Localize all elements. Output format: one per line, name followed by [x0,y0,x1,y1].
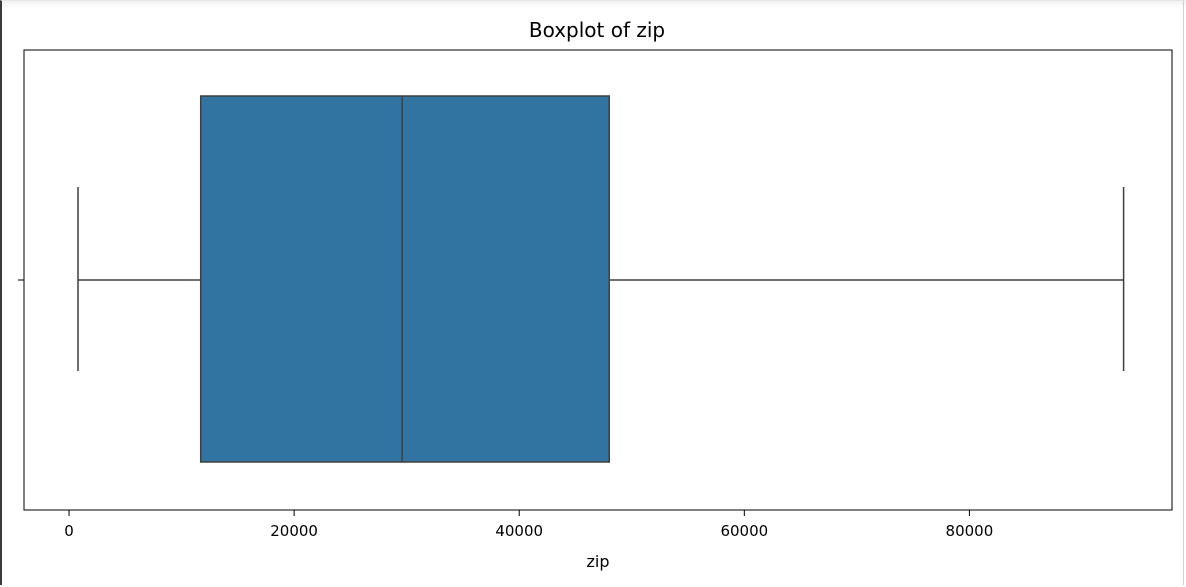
iqr-box [199,95,611,463]
x-axis-ticks: 0 20000 40000 60000 80000 [64,510,993,540]
x-tick-label: 60000 [720,522,768,540]
x-tick-label: 40000 [495,522,543,540]
x-tick-label: 20000 [270,522,318,540]
plot-layer [77,95,1125,463]
x-tick-label: 0 [64,522,74,540]
x-axis-label: zip [587,552,610,571]
top-strip [0,0,1186,8]
chart-title: Boxplot of zip [529,18,665,42]
x-tick-label: 80000 [946,522,994,540]
